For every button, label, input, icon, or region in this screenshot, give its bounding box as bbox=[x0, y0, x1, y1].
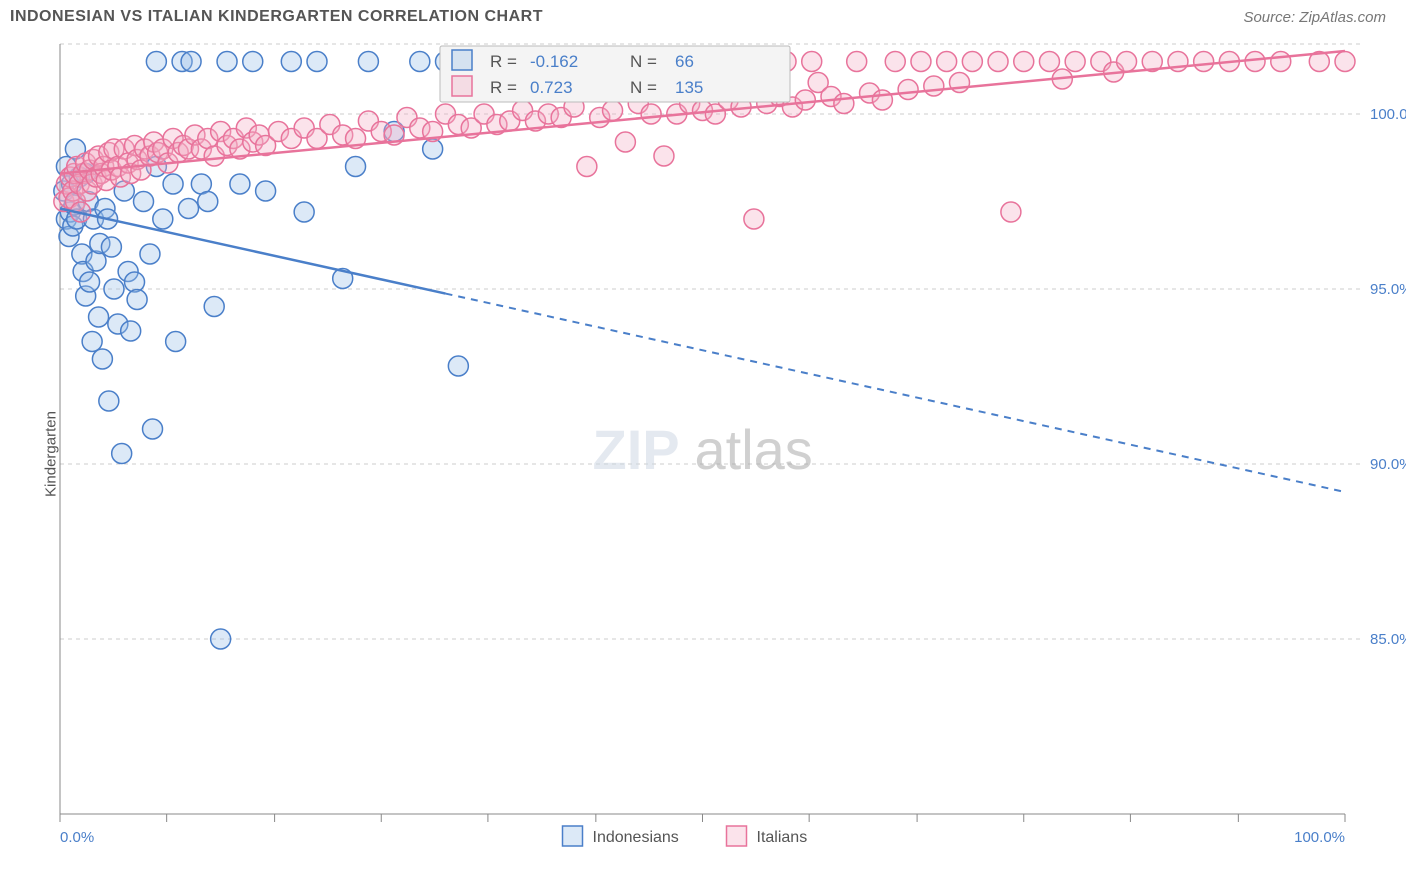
data-point bbox=[230, 174, 250, 194]
data-point bbox=[163, 174, 183, 194]
data-point bbox=[911, 52, 931, 72]
svg-text:N =: N = bbox=[630, 52, 657, 71]
data-point bbox=[92, 349, 112, 369]
data-point bbox=[86, 251, 106, 271]
data-point bbox=[410, 52, 430, 72]
data-point bbox=[127, 290, 147, 310]
data-point bbox=[179, 199, 199, 219]
chart-title: INDONESIAN VS ITALIAN KINDERGARTEN CORRE… bbox=[10, 8, 543, 26]
svg-text:Indonesians: Indonesians bbox=[593, 829, 679, 846]
data-point bbox=[448, 356, 468, 376]
svg-text:R =: R = bbox=[490, 52, 517, 71]
data-point bbox=[243, 52, 263, 72]
chart-container: Kindergarten 85.0% 90.0% 95.0% 100.0% ZIPatl… bbox=[0, 34, 1406, 874]
data-point bbox=[146, 52, 166, 72]
svg-text:100.0%: 100.0% bbox=[1294, 829, 1345, 846]
svg-text:100.0%: 100.0% bbox=[1370, 106, 1406, 123]
data-point bbox=[744, 209, 764, 229]
data-point bbox=[346, 157, 366, 177]
data-point bbox=[134, 192, 154, 212]
svg-text:90.0%: 90.0% bbox=[1370, 456, 1406, 473]
data-point bbox=[294, 202, 314, 222]
data-point bbox=[358, 52, 378, 72]
data-point bbox=[198, 192, 218, 212]
svg-text:0.0%: 0.0% bbox=[60, 829, 94, 846]
data-point bbox=[898, 80, 918, 100]
data-point bbox=[125, 272, 145, 292]
svg-text:R =: R = bbox=[490, 78, 517, 97]
data-point bbox=[603, 101, 623, 121]
data-point bbox=[654, 146, 674, 166]
data-point bbox=[988, 52, 1008, 72]
data-point bbox=[166, 332, 186, 352]
data-point bbox=[1014, 52, 1034, 72]
data-point bbox=[99, 391, 119, 411]
data-point bbox=[307, 52, 327, 72]
data-point bbox=[204, 297, 224, 317]
data-point bbox=[82, 332, 102, 352]
source-label: Source: ZipAtlas.com bbox=[1243, 9, 1386, 26]
data-point bbox=[885, 52, 905, 72]
data-point bbox=[281, 52, 301, 72]
data-point bbox=[615, 132, 635, 152]
svg-text:-0.162: -0.162 bbox=[530, 52, 578, 71]
data-point bbox=[1039, 52, 1059, 72]
svg-text:Italians: Italians bbox=[757, 829, 808, 846]
data-point bbox=[211, 629, 231, 649]
data-point bbox=[1194, 52, 1214, 72]
svg-text:N =: N = bbox=[630, 78, 657, 97]
data-point bbox=[937, 52, 957, 72]
svg-text:95.0%: 95.0% bbox=[1370, 281, 1406, 298]
svg-text:0.723: 0.723 bbox=[530, 78, 573, 97]
data-point bbox=[104, 279, 124, 299]
svg-text:135: 135 bbox=[675, 78, 703, 97]
scatter-chart: 85.0% 90.0% 95.0% 100.0% ZIPatlas 0.0% 100.0% R… bbox=[0, 34, 1406, 874]
data-point bbox=[143, 419, 163, 439]
y-axis-label: Kindergarten bbox=[42, 411, 59, 497]
data-point bbox=[872, 90, 892, 110]
svg-text:66: 66 bbox=[675, 52, 694, 71]
data-point bbox=[181, 52, 201, 72]
data-point bbox=[795, 90, 815, 110]
data-point bbox=[101, 237, 121, 257]
svg-text:atlas: atlas bbox=[695, 418, 813, 481]
data-point bbox=[802, 52, 822, 72]
data-point bbox=[89, 307, 109, 327]
svg-text:ZIP: ZIP bbox=[593, 418, 680, 481]
data-point bbox=[121, 321, 141, 341]
data-point bbox=[1245, 52, 1265, 72]
data-point bbox=[1335, 52, 1355, 72]
data-point bbox=[1001, 202, 1021, 222]
data-point bbox=[80, 272, 100, 292]
data-point bbox=[1271, 52, 1291, 72]
data-point bbox=[1065, 52, 1085, 72]
data-point bbox=[847, 52, 867, 72]
data-point bbox=[641, 104, 661, 124]
data-point bbox=[962, 52, 982, 72]
data-point bbox=[256, 181, 276, 201]
data-point bbox=[1117, 52, 1137, 72]
data-point bbox=[153, 209, 173, 229]
data-point bbox=[112, 444, 132, 464]
svg-text:85.0%: 85.0% bbox=[1370, 631, 1406, 648]
data-point bbox=[577, 157, 597, 177]
data-point bbox=[834, 94, 854, 114]
data-point bbox=[140, 244, 160, 264]
data-point bbox=[924, 76, 944, 96]
data-point bbox=[217, 52, 237, 72]
